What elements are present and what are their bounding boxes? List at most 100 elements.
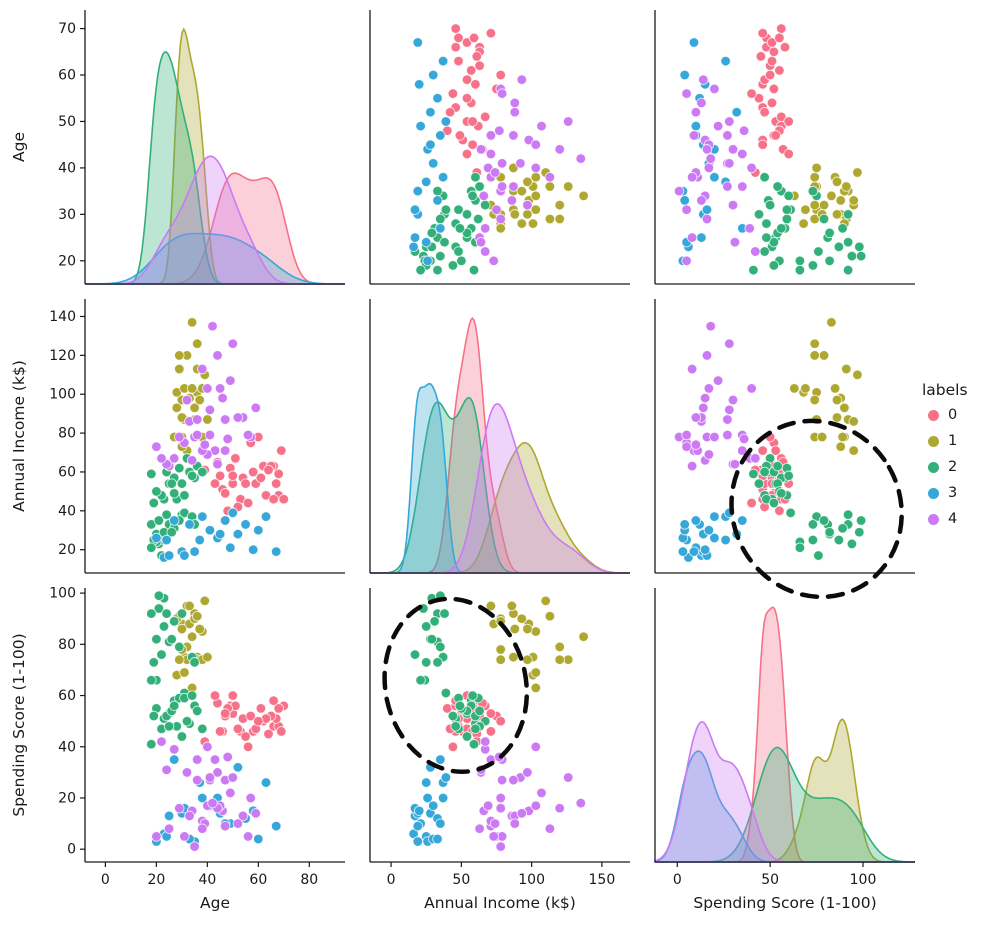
scatter-point-cluster-1 — [809, 199, 820, 211]
scatter-point-cluster-1 — [194, 394, 205, 406]
y-tick-label-spending: 20 — [58, 790, 76, 806]
scatter-point-cluster-1 — [578, 190, 589, 202]
kde-age-cluster-3 — [85, 232, 345, 285]
scatter-point-cluster-3 — [163, 550, 175, 561]
legend-swatch — [928, 409, 939, 421]
scatter-point-cluster-2 — [813, 550, 824, 561]
panel-age-vs-age — [84, 10, 345, 285]
scatter-point-cluster-1 — [800, 383, 811, 394]
scatter-point-cluster-4 — [724, 404, 735, 416]
scatter-point-cluster-4 — [151, 831, 162, 842]
scatter-point-cluster-1 — [516, 185, 528, 197]
scatter-point-cluster-4 — [197, 363, 208, 375]
scatter-point-cluster-4 — [191, 414, 203, 425]
scatter-point-cluster-4 — [186, 455, 198, 466]
legend-entry-1: 1 — [928, 433, 968, 449]
scatter-point-cluster-4 — [189, 841, 200, 852]
scatter-point-cluster-4 — [212, 767, 223, 778]
scatter-point-cluster-3 — [677, 546, 689, 557]
scatter-point-cluster-3 — [409, 204, 421, 215]
scatter-point-cluster-2 — [174, 641, 185, 653]
scatter-point-cluster-4 — [681, 429, 692, 441]
scatter-point-cluster-4 — [698, 402, 709, 414]
scatter-point-cluster-4 — [703, 383, 715, 394]
scatter-point-cluster-2 — [420, 621, 432, 632]
scatter-point-cluster-0 — [276, 445, 287, 456]
scatter-point-cluster-1 — [191, 338, 203, 349]
legend-entry-4: 4 — [928, 511, 968, 527]
scatter-point-cluster-2 — [439, 236, 450, 248]
scatter-point-cluster-2 — [153, 603, 165, 614]
scatter-point-cluster-4 — [544, 823, 556, 834]
scatter-point-cluster-4 — [509, 97, 521, 109]
scatter-point-cluster-4 — [686, 232, 698, 243]
scatter-point-cluster-1 — [189, 402, 200, 414]
scatter-point-cluster-2 — [163, 721, 175, 732]
scatter-point-cluster-4 — [508, 181, 519, 192]
scatter-point-cluster-2 — [151, 486, 162, 497]
legend-swatch — [928, 513, 939, 525]
scatter-point-cluster-3 — [240, 519, 251, 530]
scatter-point-cluster-2 — [759, 466, 770, 478]
scatter-point-cluster-1 — [554, 641, 565, 653]
scatter-point-cluster-3 — [435, 818, 446, 829]
scatter-point-cluster-0 — [755, 51, 767, 62]
scatter-point-cluster-4 — [530, 800, 542, 811]
scatter-point-cluster-1 — [831, 209, 843, 220]
scatter-point-cluster-0 — [253, 715, 264, 727]
scatter-point-cluster-0 — [467, 116, 478, 127]
y-tick-label-spending: 80 — [58, 637, 76, 653]
scatter-point-cluster-4 — [496, 88, 508, 99]
scatter-point-cluster-4 — [232, 412, 244, 423]
scatter-point-cluster-0 — [219, 708, 231, 719]
scatter-point-cluster-4 — [705, 153, 716, 164]
scatter-point-cluster-4 — [219, 414, 231, 425]
scatter-point-cluster-0 — [479, 111, 491, 123]
panel-income-vs-spending — [654, 299, 915, 574]
scatter-point-cluster-2 — [772, 181, 783, 192]
scatter-point-cluster-4 — [575, 153, 587, 164]
scatter-point-cluster-1 — [522, 654, 533, 665]
scatter-point-cluster-4 — [724, 338, 735, 349]
scatter-point-cluster-3 — [432, 92, 443, 104]
scatter-point-cluster-3 — [253, 833, 264, 845]
scatter-point-cluster-1 — [495, 223, 506, 234]
scatter-point-cluster-0 — [270, 478, 282, 489]
scatter-point-cluster-2 — [439, 608, 450, 619]
scatter-point-cluster-4 — [506, 195, 518, 206]
scatter-point-cluster-0 — [474, 60, 485, 71]
y-tick-label-spending: 40 — [58, 739, 76, 755]
scatter-point-cluster-0 — [770, 130, 781, 141]
scatter-point-cluster-3 — [163, 810, 175, 822]
scatter-point-cluster-4 — [722, 181, 733, 192]
scatter-point-cluster-3 — [415, 120, 426, 132]
scatter-point-cluster-4 — [174, 802, 185, 814]
scatter-point-cluster-4 — [699, 392, 711, 404]
scatter-point-cluster-2 — [415, 264, 426, 276]
scatter-point-cluster-4 — [191, 754, 203, 765]
scatter-point-cluster-2 — [842, 509, 854, 520]
scatter-point-cluster-2 — [807, 185, 819, 197]
scatter-point-cluster-2 — [148, 497, 160, 509]
scatter-point-cluster-1 — [530, 204, 542, 215]
scatter-point-cluster-4 — [475, 236, 487, 248]
scatter-point-cluster-2 — [474, 181, 485, 192]
scatter-point-cluster-2 — [168, 616, 180, 627]
scatter-point-cluster-4 — [489, 818, 501, 829]
scatter-point-cluster-2 — [197, 466, 208, 478]
scatter-point-cluster-2 — [168, 488, 180, 499]
scatter-point-cluster-3 — [232, 762, 244, 773]
scatter-point-cluster-4 — [681, 88, 692, 99]
scatter-point-cluster-2 — [470, 723, 481, 735]
scatter-point-cluster-3 — [432, 195, 443, 206]
scatter-point-cluster-2 — [753, 478, 765, 489]
scatter-point-cluster-2 — [426, 227, 438, 239]
scatter-point-cluster-4 — [746, 383, 757, 394]
scatter-point-cluster-3 — [679, 69, 690, 81]
kde-age-cluster-4 — [85, 155, 345, 285]
scatter-point-cluster-1 — [495, 644, 506, 655]
scatter-point-cluster-4 — [516, 808, 528, 819]
scatter-point-cluster-4 — [489, 167, 501, 178]
scatter-point-cluster-2 — [426, 633, 438, 645]
